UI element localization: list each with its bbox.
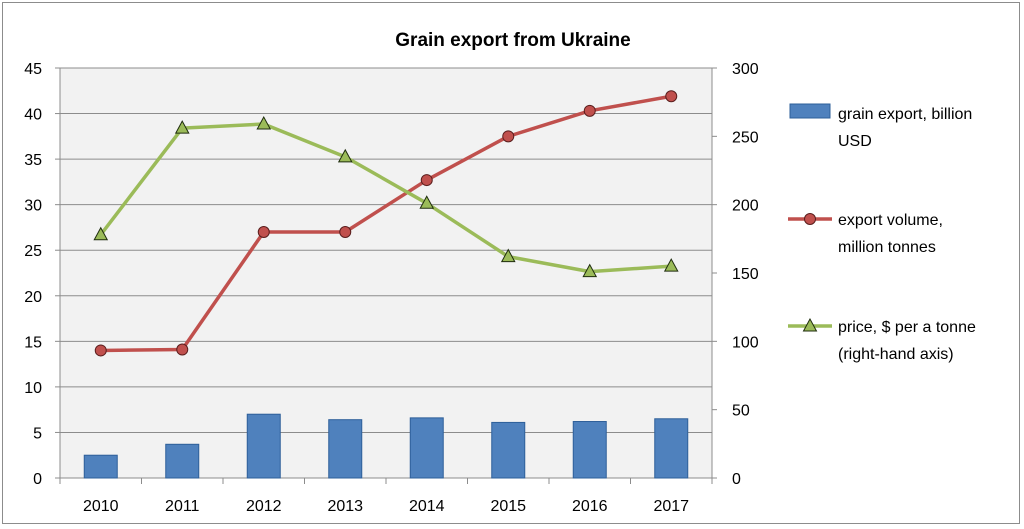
circle-marker — [665, 90, 678, 103]
triangle-marker — [419, 195, 435, 209]
right-axis-tick-label: 50 — [732, 403, 750, 420]
left-axis-tick-label: 25 — [24, 243, 42, 260]
left-axis-tick-label: 45 — [24, 61, 42, 78]
bar — [654, 418, 689, 479]
x-axis-tick-label: 2011 — [165, 498, 200, 515]
right-axis-tick-label: 150 — [732, 266, 759, 283]
left-axis-tick-label: 0 — [33, 471, 42, 488]
circle-marker — [176, 343, 189, 356]
triangle-marker — [174, 120, 190, 134]
right-axis-tick-label: 100 — [732, 334, 759, 351]
triangle-marker — [500, 248, 516, 263]
bar — [83, 454, 118, 479]
right-axis-tick-label: 200 — [732, 198, 759, 215]
circle-marker — [257, 226, 270, 238]
plot-area: 0 5 10 15 20 25 30 35 40 45 0 50 100 150 200 250 300 2010… — [24, 61, 759, 515]
legend-label: million tonnes — [838, 239, 936, 256]
legend-label: price, $ per a tonne — [838, 319, 976, 336]
triangle-marker — [256, 115, 272, 130]
x-axis-tick-label: 2010 — [83, 498, 119, 515]
x-axis-tick-label: 2013 — [327, 498, 363, 515]
legend-label: grain export, billion — [838, 106, 972, 123]
right-axis-tick-label: 250 — [732, 129, 759, 146]
left-axis-tick-label: 30 — [24, 198, 42, 215]
circle-marker — [339, 226, 352, 238]
bar — [572, 421, 607, 479]
legend-marker — [804, 213, 816, 225]
legend-label: (right-hand axis) — [838, 346, 954, 363]
x-axis-tick-label: 2016 — [572, 498, 608, 515]
left-axis-tick-label: 40 — [24, 107, 42, 124]
bar — [409, 417, 444, 479]
circle-marker — [583, 104, 596, 117]
triangle-marker — [663, 258, 679, 272]
circle-marker — [420, 174, 433, 187]
left-axis-tick-label: 35 — [24, 152, 42, 169]
plot-background — [59, 67, 713, 479]
chart-title: Grain export from Ukraine — [395, 30, 630, 51]
legend-marker — [802, 317, 818, 332]
x-axis-tick-label: 2015 — [490, 498, 526, 515]
legend-label: export volume, — [838, 212, 943, 229]
triangle-marker — [582, 263, 598, 278]
bar — [491, 421, 526, 479]
legend: grain export, billion USD export volume, mi… — [788, 103, 976, 363]
bar — [165, 443, 200, 479]
x-axis-tick-label: 2017 — [653, 498, 689, 515]
left-axis-tick-label: 20 — [24, 289, 42, 306]
right-axis-tick-label: 300 — [732, 61, 759, 78]
triangle-marker — [337, 148, 353, 163]
x-axis-tick-label: 2014 — [409, 498, 445, 515]
left-axis-tick-label: 5 — [33, 425, 42, 442]
triangle-marker — [93, 226, 109, 241]
left-axis-tick-label: 10 — [24, 380, 42, 397]
x-axis-tick-label: 2012 — [246, 498, 282, 515]
right-axis-tick-label: 0 — [732, 471, 741, 488]
bar — [328, 419, 363, 479]
left-axis-tick-label: 15 — [24, 334, 42, 351]
series-line — [99, 122, 672, 274]
bar — [246, 413, 281, 479]
legend-label: USD — [838, 133, 872, 150]
circle-marker — [502, 130, 515, 143]
circle-marker — [94, 344, 107, 357]
legend-swatch — [789, 103, 831, 119]
series-line — [100, 94, 672, 353]
